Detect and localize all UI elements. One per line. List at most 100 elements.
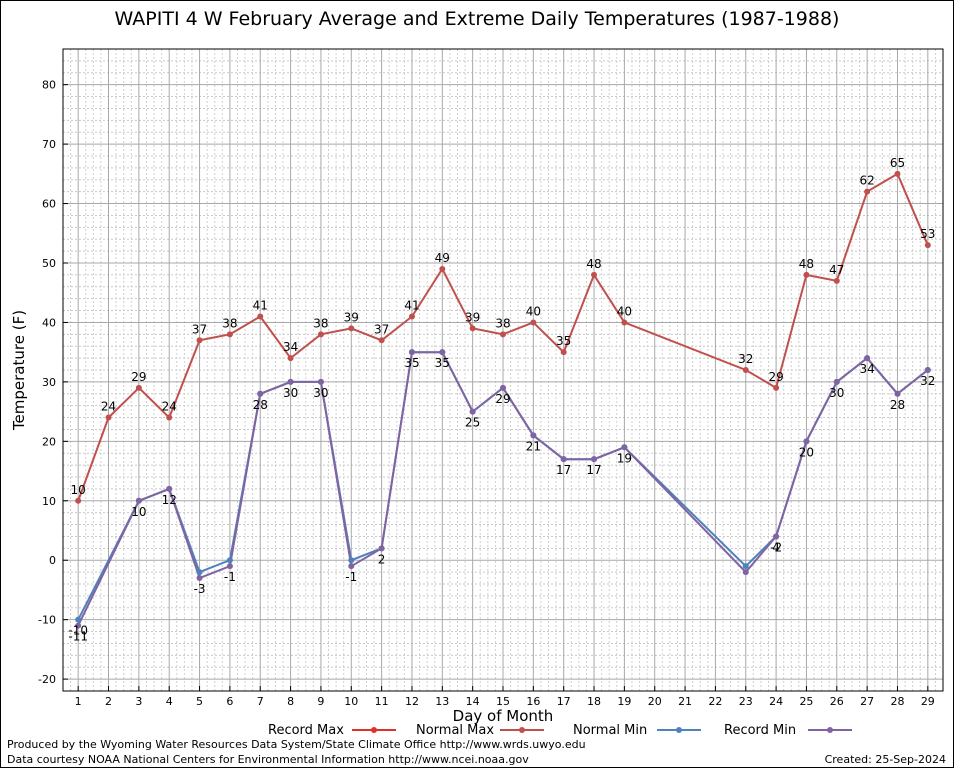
- y-tick-label: 0: [49, 554, 56, 567]
- data-point: [530, 319, 537, 326]
- data-point: [317, 331, 324, 338]
- data-point: [530, 432, 537, 439]
- data-point: [378, 545, 385, 552]
- data-point: [894, 390, 901, 397]
- data-label: 25: [465, 416, 480, 430]
- y-tick-label: 40: [42, 316, 56, 329]
- data-point: [803, 438, 810, 445]
- data-point: [500, 331, 506, 338]
- data-point: [924, 367, 931, 373]
- x-tick-label: 25: [799, 695, 813, 708]
- data-label: 48: [586, 257, 601, 271]
- x-tick-label: 23: [739, 695, 753, 708]
- data-label: 30: [283, 386, 298, 400]
- x-tick-label: 9: [317, 695, 324, 708]
- data-point: [105, 414, 112, 421]
- data-point: [257, 313, 264, 320]
- data-label: 28: [253, 398, 268, 412]
- chart-title: WAPITI 4 W February Average and Extreme …: [114, 8, 840, 30]
- data-label: 53: [920, 227, 935, 241]
- data-point: [348, 557, 355, 564]
- data-label: -3: [194, 582, 206, 596]
- data-label: -11: [68, 630, 88, 644]
- data-point: [439, 265, 446, 272]
- y-tick-label: 20: [42, 435, 56, 448]
- data-point: [196, 569, 203, 576]
- data-label: 35: [404, 356, 419, 370]
- data-label: 48: [799, 257, 814, 271]
- data-point: [591, 271, 598, 278]
- data-label: 29: [768, 370, 783, 384]
- footer-data-courtesy: Data courtesy NOAA National Centers for …: [7, 753, 529, 766]
- x-tick-label: 6: [226, 695, 233, 708]
- y-axis-label: Temperature (F): [10, 310, 28, 431]
- x-tick-label: 10: [344, 695, 358, 708]
- data-label: 38: [222, 316, 237, 330]
- data-label: 24: [101, 400, 116, 414]
- data-label: 10: [71, 483, 86, 497]
- x-tick-label: 19: [617, 695, 631, 708]
- data-point: [75, 622, 82, 629]
- y-tick-label: 80: [42, 79, 56, 92]
- data-label: 4: [772, 540, 780, 554]
- data-label: 47: [829, 263, 844, 277]
- data-point: [742, 367, 749, 373]
- data-label: 65: [890, 156, 905, 170]
- y-tick-label: 70: [42, 138, 56, 151]
- legend-marker: [827, 727, 833, 733]
- legend-marker: [519, 727, 525, 733]
- data-label: 30: [829, 386, 844, 400]
- x-tick-label: 18: [587, 695, 601, 708]
- y-tick-label: 60: [42, 198, 56, 211]
- data-label: 19: [617, 451, 632, 465]
- data-point: [469, 408, 476, 415]
- data-label: 34: [283, 340, 298, 354]
- x-tick-label: 20: [648, 695, 662, 708]
- y-tick-label: -20: [38, 673, 56, 686]
- x-tick-label: 2: [105, 695, 112, 708]
- data-label: 12: [162, 493, 177, 507]
- data-label: 29: [495, 392, 510, 406]
- data-label: 35: [556, 334, 571, 348]
- data-point: [135, 384, 142, 391]
- legend-label: Normal Min: [573, 723, 647, 738]
- data-point: [439, 349, 446, 356]
- data-point: [196, 337, 203, 344]
- legend: Record Max Normal Max Normal Min Record Min: [268, 723, 852, 738]
- data-label: 28: [890, 398, 905, 412]
- data-point: [287, 378, 294, 385]
- data-point: [894, 170, 901, 177]
- data-label: 34: [859, 362, 874, 376]
- data-label: 21: [526, 439, 541, 453]
- data-point: [408, 313, 415, 320]
- data-label: -1: [224, 570, 236, 584]
- data-point: [924, 242, 931, 249]
- data-point: [408, 349, 415, 356]
- x-tick-label: 14: [466, 695, 480, 708]
- data-label: 38: [313, 316, 328, 330]
- y-tick-label: -10: [38, 614, 56, 627]
- x-tick-label: 7: [257, 695, 264, 708]
- x-tick-label: 28: [890, 695, 904, 708]
- legend-label: Normal Max: [416, 723, 494, 738]
- data-label: 30: [313, 386, 328, 400]
- data-point: [166, 485, 173, 492]
- data-label: 20: [799, 445, 814, 459]
- data-point: [226, 563, 233, 570]
- data-label: -1: [345, 570, 357, 584]
- data-point: [226, 331, 233, 338]
- data-point: [833, 277, 840, 284]
- x-tick-label: 22: [708, 695, 722, 708]
- data-point: [378, 337, 385, 344]
- data-label: 32: [920, 374, 935, 388]
- x-axis-label: Day of Month: [453, 707, 554, 725]
- x-tick-label: 27: [860, 695, 874, 708]
- x-tick-label: 4: [166, 695, 173, 708]
- data-label: 49: [435, 251, 450, 265]
- data-point: [833, 378, 840, 385]
- data-label: 39: [344, 310, 359, 324]
- data-point: [75, 616, 82, 623]
- data-point: [500, 384, 506, 391]
- data-point: [621, 444, 628, 451]
